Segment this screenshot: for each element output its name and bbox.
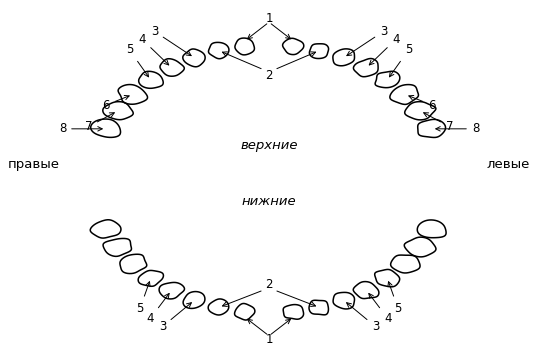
Text: 3: 3 (346, 303, 379, 333)
Text: 1: 1 (265, 333, 273, 346)
Text: 4: 4 (138, 33, 169, 65)
Text: 8: 8 (59, 122, 102, 135)
Text: правые: правые (8, 158, 60, 171)
Text: 3: 3 (159, 303, 192, 333)
Text: 6: 6 (102, 96, 129, 112)
Text: 7: 7 (424, 113, 454, 133)
Text: 8: 8 (436, 122, 479, 135)
Text: 3: 3 (347, 25, 387, 55)
Text: 2: 2 (265, 68, 273, 82)
Text: левые: левые (486, 158, 530, 171)
Text: 4: 4 (369, 294, 392, 325)
Text: 4: 4 (146, 294, 169, 325)
Text: верхние: верхние (240, 139, 298, 152)
Text: 3: 3 (151, 25, 191, 55)
Text: нижние: нижние (242, 195, 296, 208)
Text: 5: 5 (390, 43, 412, 77)
Text: 1: 1 (265, 12, 273, 25)
Text: 4: 4 (369, 33, 400, 65)
Text: 5: 5 (388, 282, 401, 315)
Text: 7: 7 (84, 113, 114, 133)
Text: 5: 5 (137, 282, 150, 315)
Text: 6: 6 (409, 96, 436, 112)
Text: 5: 5 (126, 43, 148, 77)
Text: 2: 2 (265, 278, 273, 291)
